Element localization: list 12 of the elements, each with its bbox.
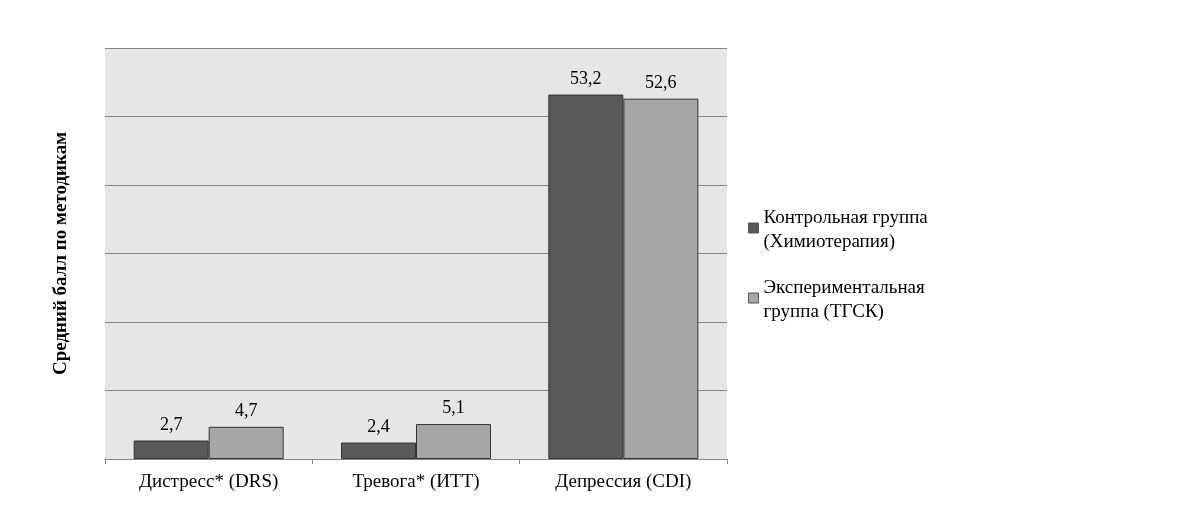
x-tick-label: Тревога* (ИТТ): [352, 470, 480, 492]
data-label: 2,4: [367, 415, 390, 436]
data-label: 53,2: [570, 67, 602, 88]
legend-label: Контрольная группа (Химиотерапия): [763, 205, 933, 252]
x-tick-label: Дистресс* (DRS): [139, 470, 279, 492]
data-label: 5,1: [442, 397, 465, 418]
y-axis-title: Средний балл по методикам: [48, 131, 70, 376]
data-label: 2,7: [159, 413, 183, 434]
legend-label: Экспериментальная группа (ТГСК): [763, 275, 930, 322]
data-label: 4,7: [234, 399, 258, 420]
data-label: 52,6: [645, 71, 677, 92]
x-tick-label: Депрессия (CDI): [555, 470, 692, 492]
